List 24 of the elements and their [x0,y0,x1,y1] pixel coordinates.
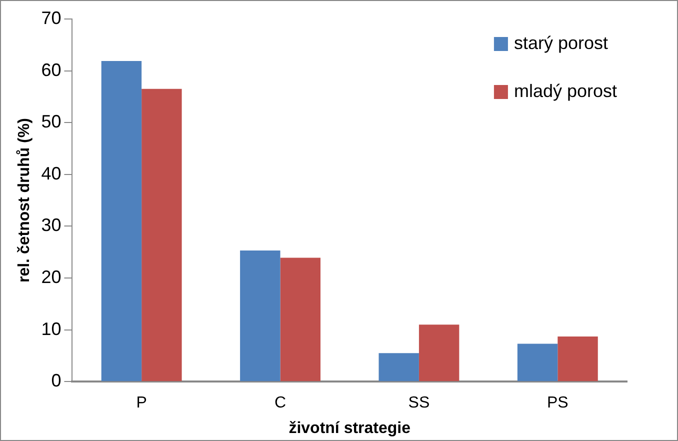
bar [558,336,598,382]
y-tick-label: 0 [51,370,62,391]
bar [240,250,280,382]
y-tick-label: 40 [41,163,62,184]
x-tick-label: C [274,394,286,412]
bar [101,60,142,382]
y-tick-label: 10 [41,318,62,339]
bar [142,88,182,382]
bar [418,324,460,382]
bar [280,258,320,382]
x-tick-label: PS [546,394,568,412]
y-tick-label: 60 [41,60,62,80]
legend-label: mladý porost [514,80,618,101]
y-tick-label: 50 [41,112,62,132]
x-tick-label: P [136,394,147,412]
legend-label: starý porost [514,32,608,53]
y-tick-label: 20 [41,266,62,287]
y-axis-title: rel. četnost druhů (%) [16,118,34,283]
bar [378,353,419,382]
y-tick-label: 30 [41,215,62,236]
y-tick-label: 70 [41,8,62,28]
x-axis-title: životní strategie [288,420,411,437]
bar [517,344,558,382]
x-tick-label: SS [408,394,430,412]
